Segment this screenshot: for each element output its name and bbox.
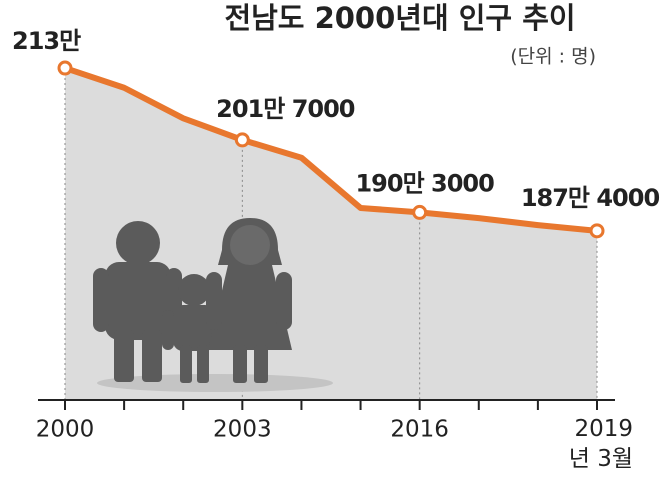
point <box>234 132 250 148</box>
data-label: 201만 7000 <box>216 95 355 123</box>
x-tick-label: 2016 <box>390 417 449 443</box>
subtitle: (단위 : 명) <box>510 46 596 68</box>
data-label: 190만 3000 <box>355 169 494 197</box>
line <box>64 65 598 234</box>
x-tick-label: 2000 <box>36 417 95 443</box>
chart-title: 전남도 2000년대 인구 추이 <box>224 1 575 35</box>
x-tick-label: 2003 <box>213 417 272 443</box>
data-label: 213만 <box>12 27 81 55</box>
point <box>589 223 605 239</box>
family-illustration <box>93 218 333 392</box>
x-tick-label: 2019년 3월 <box>568 416 633 472</box>
point <box>412 204 428 220</box>
point <box>57 60 73 76</box>
data-label: 187만 4000 <box>521 184 660 212</box>
